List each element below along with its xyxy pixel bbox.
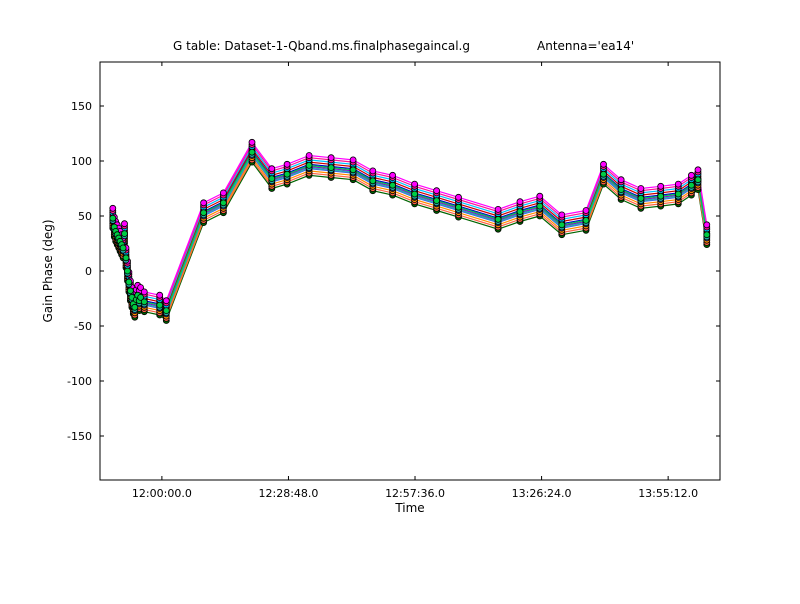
data-marker-series-12 — [109, 214, 117, 222]
data-marker-series-10 — [349, 156, 357, 164]
chart-title: G table: Dataset-1-Qband.ms.finalphasega… — [173, 39, 470, 53]
data-marker-series-10 — [327, 154, 335, 162]
y-tick-label: 0 — [85, 265, 92, 278]
y-tick-label: 150 — [71, 100, 92, 113]
data-marker-series-12 — [137, 293, 145, 301]
data-marker-series-12 — [558, 221, 566, 229]
y-tick-label: -100 — [67, 375, 92, 388]
data-marker-series-12 — [411, 190, 419, 198]
data-marker-series-10 — [162, 297, 170, 305]
data-marker-series-10 — [582, 207, 590, 214]
y-tick-label: -50 — [74, 320, 92, 333]
data-marker-series-10 — [688, 171, 695, 179]
data-marker-series-10 — [248, 138, 256, 146]
data-marker-series-10 — [283, 160, 291, 168]
data-marker-series-12 — [122, 254, 130, 262]
data-marker-series-12 — [126, 287, 134, 295]
data-marker-series-10 — [411, 180, 419, 188]
data-marker-series-12 — [674, 190, 682, 198]
y-tick-label: 100 — [71, 155, 92, 168]
data-marker-series-10 — [121, 220, 128, 228]
x-tick-label: 12:00:00.0 — [132, 487, 192, 500]
data-marker-series-10 — [617, 176, 625, 184]
data-marker-series-10 — [536, 192, 544, 200]
data-marker-series-12 — [600, 170, 607, 178]
data-marker-series-10 — [156, 291, 164, 299]
data-marker-series-12 — [617, 186, 625, 194]
data-marker-series-12 — [121, 230, 128, 238]
data-marker-series-12 — [156, 301, 164, 309]
data-marker-series-12 — [200, 209, 208, 217]
data-marker-series-12 — [516, 208, 524, 216]
data-marker-series-10 — [219, 189, 227, 197]
data-marker-series-12 — [703, 231, 711, 239]
data-marker-series-12 — [125, 278, 133, 286]
data-marker-series-12 — [688, 181, 695, 189]
y-tick-label: -150 — [67, 430, 92, 443]
data-marker-series-10 — [455, 193, 462, 201]
data-marker-series-12 — [349, 166, 357, 174]
data-marker-series-10 — [305, 152, 313, 159]
data-marker-series-10 — [674, 180, 682, 188]
y-tick-label: 50 — [78, 210, 92, 223]
data-marker-series-10 — [494, 205, 502, 213]
data-marker-series-12 — [389, 181, 397, 189]
data-marker-series-12 — [248, 148, 256, 156]
data-marker-series-12 — [536, 202, 544, 210]
data-marker-series-12 — [369, 177, 377, 185]
x-axis-label: Time — [394, 501, 424, 515]
data-marker-series-12 — [327, 164, 335, 172]
y-axis-label: Gain Phase (deg) — [41, 219, 55, 322]
data-marker-series-12 — [637, 194, 645, 202]
data-marker-series-12 — [219, 199, 227, 207]
data-marker-series-12 — [433, 197, 441, 205]
plot-area: -150 -100 -50 0 50 100 150 12:00:00.0 12:28:48.0… — [67, 61, 721, 500]
data-marker-series-12 — [119, 244, 127, 252]
data-marker-series-12 — [305, 161, 313, 169]
data-marker-series-10 — [637, 185, 645, 192]
data-marker-series-10 — [516, 198, 524, 206]
data-marker-series-12 — [494, 215, 502, 223]
data-marker-series-10 — [140, 288, 148, 296]
data-marker-series-12 — [131, 303, 139, 311]
data-marker-series-10 — [558, 211, 566, 219]
data-marker-series-12 — [140, 298, 148, 306]
data-marker-series-10 — [694, 166, 702, 174]
data-marker-series-10 — [433, 187, 441, 195]
data-marker-series-10 — [657, 182, 665, 190]
x-tick-label: 13:55:12.0 — [638, 487, 698, 500]
data-marker-series-12 — [124, 267, 131, 275]
data-marker-series-10 — [600, 160, 607, 168]
chart-title-antenna: Antenna='ea14' — [537, 39, 634, 53]
data-marker-series-12 — [582, 216, 590, 224]
data-marker-series-12 — [694, 176, 702, 184]
data-marker-series-10 — [137, 284, 145, 291]
data-marker-series-12 — [268, 175, 276, 183]
x-tick-label: 13:26:24.0 — [512, 487, 572, 500]
data-marker-series-10 — [109, 204, 117, 212]
data-marker-series-12 — [283, 170, 291, 178]
data-marker-series-10 — [369, 167, 377, 175]
x-tick-label: 12:57:36.0 — [385, 487, 445, 500]
data-marker-series-10 — [389, 171, 397, 179]
data-marker-series-10 — [268, 165, 276, 173]
x-tick-label: 12:28:48.0 — [259, 487, 319, 500]
data-marker-series-12 — [455, 203, 462, 211]
data-marker-series-12 — [162, 307, 170, 315]
data-marker-series-10 — [703, 221, 711, 229]
data-marker-series-10 — [200, 199, 208, 207]
data-marker-series-12 — [657, 192, 665, 200]
